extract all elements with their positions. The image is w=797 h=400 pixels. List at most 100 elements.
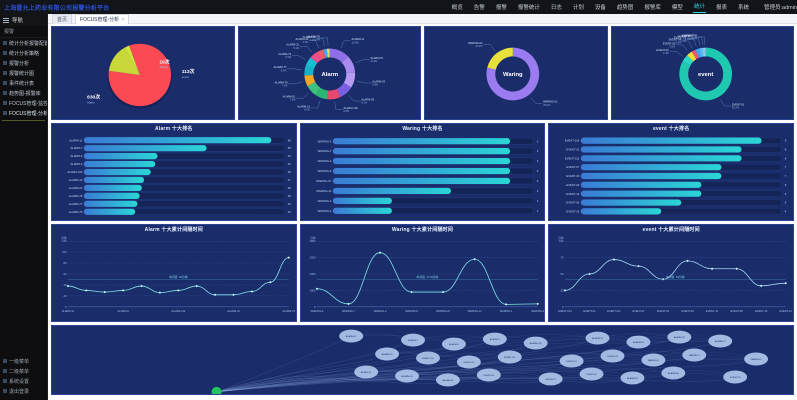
svg-text:EVENT-014: EVENT-014 <box>422 358 434 360</box>
svg-text:5.9%: 5.9% <box>285 56 291 59</box>
sidebar-header[interactable]: 导航 <box>0 14 47 26</box>
nav-item-9[interactable]: 模型 <box>671 4 683 11</box>
svg-text:Waring: Waring <box>503 72 523 78</box>
nav-item-12[interactable]: 系统 <box>737 4 749 11</box>
graph-node[interactable] <box>600 349 625 363</box>
svg-text:EVENT-02: EVENT-02 <box>464 362 475 364</box>
bar <box>83 208 136 215</box>
sidebar-bottom-item-0[interactable]: 一级菜单 <box>0 356 47 366</box>
graph-node[interactable] <box>744 352 769 366</box>
panel-waring-donut: WARING-01 79.0% WARING-02 21.0% Waring <box>424 26 608 120</box>
sidebar-item-4[interactable]: 事件统计表 <box>0 78 47 88</box>
bullet-icon <box>3 111 7 115</box>
sidebar-item-6[interactable]: FOCUS管理-监控 <box>0 98 47 108</box>
svg-text:1: 1 <box>536 209 538 213</box>
graph-node[interactable] <box>538 372 563 386</box>
nav-item-1[interactable]: 告警 <box>473 4 485 11</box>
svg-text:120: 120 <box>62 239 67 243</box>
sidebar-item-3[interactable]: 报警统计图 <box>0 68 47 78</box>
svg-text:分钟: 分钟 <box>61 236 67 240</box>
graph-node[interactable] <box>723 370 748 384</box>
nav-item-0[interactable]: 概览 <box>451 4 463 11</box>
svg-text:EVENT-09: EVENT-09 <box>484 375 495 377</box>
tab-0[interactable]: 首页 <box>52 13 73 24</box>
tab-label: 首页 <box>57 16 68 23</box>
graph-node[interactable] <box>641 353 666 367</box>
svg-text:ALARM-12: ALARM-12 <box>297 104 310 108</box>
sidebar-bottom-item-2[interactable]: 系统设置 <box>0 376 47 386</box>
sidebar-item-label: 事件统计表 <box>9 80 35 87</box>
svg-text:Alarm: Alarm <box>87 100 95 104</box>
svg-text:ALARM-11: ALARM-11 <box>346 335 357 338</box>
panel-alarm-rank: Alarm 十大排名 ALARM-11 84 ALARM-7 55 ALARM-9 33 A… <box>51 123 297 221</box>
graph-node[interactable] <box>476 368 501 382</box>
svg-text:分钟: 分钟 <box>310 236 316 240</box>
bar <box>83 160 156 168</box>
graph-node[interactable] <box>620 371 645 385</box>
graph-node[interactable] <box>456 355 481 369</box>
svg-text:EVENT-011: EVENT-011 <box>608 309 622 313</box>
sidebar-item-1[interactable]: 统计分析策略 <box>0 48 47 58</box>
sidebar-bottom-item-1[interactable]: 二级菜单 <box>0 366 47 376</box>
nav-item-3[interactable]: 报警统计 <box>517 4 540 11</box>
graph-node[interactable] <box>482 332 507 346</box>
graph-node[interactable] <box>497 350 522 364</box>
nav-item-5[interactable]: 计划 <box>572 4 584 11</box>
svg-text:6: 6 <box>785 183 787 187</box>
svg-text:60: 60 <box>64 272 67 276</box>
svg-text:75: 75 <box>561 256 564 260</box>
graph-node[interactable] <box>375 347 400 361</box>
graph-node[interactable] <box>441 337 466 351</box>
graph-node[interactable] <box>339 329 364 343</box>
close-icon[interactable]: × <box>121 16 125 23</box>
nav-item-7[interactable]: 趋势图 <box>616 4 634 11</box>
graph-node[interactable] <box>416 351 440 365</box>
graph-node[interactable] <box>523 336 548 350</box>
sidebar-item-2[interactable]: 报警分析 <box>0 58 47 68</box>
svg-text:ALARM-33: ALARM-33 <box>402 375 413 378</box>
graph-node[interactable] <box>395 369 420 383</box>
svg-text:EVENT-06: EVENT-06 <box>678 34 691 38</box>
tab-1[interactable]: FOCUS管理-分析 × <box>75 13 130 24</box>
svg-text:ALARM-07: ALARM-07 <box>370 56 383 60</box>
graph-node[interactable] <box>401 333 425 347</box>
svg-text:EVENT-07: EVENT-07 <box>633 309 646 313</box>
svg-text:WARING-9: WARING-9 <box>405 309 418 313</box>
svg-text:WARING-3: WARING-3 <box>648 359 660 362</box>
graph-node[interactable] <box>708 334 733 348</box>
graph-node[interactable] <box>354 365 379 379</box>
hamburger-icon[interactable] <box>3 17 9 23</box>
graph-node[interactable] <box>682 348 707 362</box>
donut-slice <box>322 48 328 58</box>
graph-node[interactable] <box>661 366 686 380</box>
graph-node[interactable] <box>579 367 604 381</box>
svg-text:ALARM-01: ALARM-01 <box>227 309 240 313</box>
event-rank-title: event 十大排名 <box>652 126 690 132</box>
nav-item-8[interactable]: 报警库 <box>644 4 661 11</box>
graph-node[interactable] <box>559 354 584 368</box>
user-label[interactable]: 管理员:admin <box>763 5 797 11</box>
bullet-icon <box>3 101 7 105</box>
bar <box>332 177 510 185</box>
sidebar-item-5[interactable]: 趋势图-报警库 <box>0 88 47 98</box>
sidebar-bottom-item-3[interactable]: 退出登录 <box>0 386 47 396</box>
nav-item-10[interactable]: 统计 <box>692 1 706 13</box>
sidebar-item-7[interactable]: FOCUS管理-分析 <box>0 108 47 118</box>
svg-text:ALARM-9: ALARM-9 <box>449 343 459 346</box>
bar <box>332 157 510 165</box>
svg-text:24: 24 <box>288 202 292 206</box>
sidebar-item-label: 系统设置 <box>9 378 30 385</box>
graph-root-node[interactable] <box>211 386 222 395</box>
sidebar-item-0[interactable]: 统计分析报警配置 <box>0 38 47 48</box>
graph-node[interactable] <box>667 330 692 344</box>
graph-node[interactable] <box>585 331 610 345</box>
graph-node[interactable] <box>435 373 460 387</box>
bullet-icon <box>3 379 7 383</box>
nav-item-6[interactable]: 设备 <box>594 4 606 11</box>
svg-text:1.9%: 1.9% <box>314 38 320 41</box>
nav-item-2[interactable]: 报警 <box>495 4 507 11</box>
graph-node[interactable] <box>626 335 651 349</box>
nav-item-11[interactable]: 报表 <box>715 4 727 11</box>
nav-item-4[interactable]: 日志 <box>550 4 562 11</box>
